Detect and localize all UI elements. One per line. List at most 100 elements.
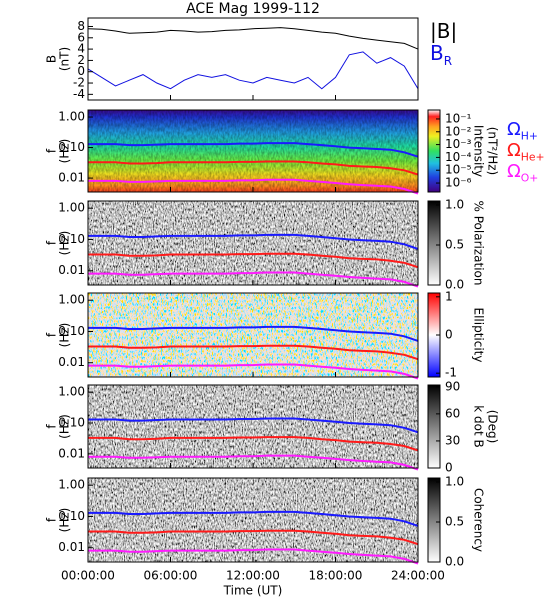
colorbar-tick-label: 10⁻⁶: [445, 176, 472, 190]
x-axis-label: Time (UT): [223, 584, 283, 598]
legend-entry: ΩO+: [507, 161, 538, 184]
colorbar-label: Ellipticity: [472, 308, 486, 363]
y-tick-label: 0.01: [58, 171, 85, 185]
y-tick-label: 1.00: [58, 201, 85, 215]
plot-frame: [87, 17, 419, 101]
colorbar-tick-label: 10⁻³: [445, 137, 472, 151]
y-axis-label: f: [45, 148, 59, 153]
legend-label: Ω: [507, 161, 521, 182]
legend-label: Ω: [507, 140, 521, 161]
y-axis-label: f: [45, 240, 59, 245]
series-line: [88, 252, 419, 269]
y-tick-label: 1.00: [58, 478, 85, 492]
series-line: [87, 27, 419, 50]
x-tick-label: 06:00:00: [144, 569, 198, 583]
y-axis-label: (nT): [58, 47, 72, 71]
colorbar-label: Coherency: [472, 488, 486, 552]
series-line: [88, 178, 419, 195]
colorbar-tick-label: 10⁻⁴: [445, 150, 472, 164]
y-tick-label: 0.10: [58, 232, 85, 246]
y-tick-label: 0.01: [58, 355, 85, 369]
colorbar-label: k dot B: [472, 405, 486, 447]
colorbar-tick-label: 1: [445, 289, 453, 303]
y-tick-label: 0.10: [58, 140, 85, 154]
x-tick-label: 00:00:00: [61, 569, 115, 583]
series-line: [88, 417, 419, 434]
y-tick-label: 0.01: [58, 540, 85, 554]
series-line: [88, 454, 419, 471]
colorbar-tick-label: 0: [445, 328, 453, 342]
legend-entry: BR: [430, 41, 452, 68]
y-tick-label: 0: [77, 64, 85, 78]
y-axis-label: B: [45, 55, 59, 63]
colorbar-tick-label: 10⁻⁵: [445, 163, 472, 177]
y-axis-label: (Hz): [58, 508, 72, 533]
colorbar-tick-label: 0.0: [445, 555, 464, 569]
colorbar-tick-label: 0.0: [445, 278, 464, 292]
y-tick-label: 0.01: [58, 446, 85, 460]
colorbar-label: (nT²/Hz): [486, 127, 500, 175]
legend-entry: ΩHe+: [507, 140, 545, 163]
y-tick-label: 1.00: [58, 110, 85, 124]
colorbar: [427, 384, 441, 469]
colorbar-tick-label: 0: [445, 461, 453, 475]
colorbar: [427, 200, 441, 286]
y-tick-label: 1.00: [58, 293, 85, 307]
x-tick-label: 18:00:00: [309, 569, 363, 583]
colorbar-tick-label: -1: [445, 366, 457, 380]
x-tick-label: 12:00:00: [226, 569, 280, 583]
y-tick-label: -4: [73, 87, 85, 101]
y-tick-label: 0.10: [58, 509, 85, 523]
spectrogram-image: [88, 293, 418, 377]
spectrogram-texture: [88, 110, 418, 192]
y-axis-label: (Hz): [58, 323, 72, 348]
y-tick-label: 1.00: [58, 385, 85, 399]
series-line: [88, 142, 419, 158]
series-line: [88, 344, 419, 361]
colorbar-tick-label: 90: [445, 379, 460, 393]
series-line: [88, 436, 419, 452]
series-line: [88, 529, 419, 546]
y-axis-label: (Hz): [58, 139, 72, 164]
y-tick-label: 2: [77, 53, 85, 67]
x-tick-label: 24:00:00: [391, 569, 445, 583]
y-tick-label: 6: [77, 30, 85, 44]
y-axis-label: f: [45, 517, 59, 522]
legend-subscript: O+: [521, 171, 539, 184]
series-line: [88, 363, 419, 380]
series-line: [88, 233, 419, 250]
colorbar-tick-label: 0.5: [445, 238, 464, 252]
series-line: [88, 548, 419, 565]
legend-entry: ΩH+: [507, 119, 538, 142]
series-line: [88, 271, 419, 288]
colorbar-label: % Polarization: [472, 201, 486, 286]
y-axis-label: f: [45, 332, 59, 337]
colorbar: [427, 477, 441, 563]
y-tick-label: 8: [77, 19, 85, 33]
colorbar-tick-label: 0.5: [445, 515, 464, 529]
colorbar-tick-label: 10⁻¹: [445, 111, 472, 125]
colorbar-tick-label: 30: [445, 433, 460, 447]
spectrogram-image: [88, 385, 418, 468]
spectrogram-image: [88, 201, 418, 285]
legend-subscript: R: [444, 54, 452, 68]
colorbar-tick-label: 10⁻²: [445, 124, 472, 138]
colorbar-tick-label: 60: [445, 406, 460, 420]
y-tick-label: 0.01: [58, 263, 85, 277]
series-line: [87, 51, 419, 90]
colorbar-label: (Deg): [486, 410, 500, 444]
series-line: [88, 510, 419, 527]
y-tick-label: 0.10: [58, 416, 85, 430]
y-axis-label: (Hz): [58, 231, 72, 256]
legend-label: |B|: [430, 19, 457, 43]
y-tick-label: -2: [73, 76, 85, 90]
y-tick-label: 0.10: [58, 324, 85, 338]
y-axis-label: (Hz): [58, 414, 72, 439]
chart-title: ACE Mag 1999-112: [186, 1, 320, 17]
legend-subscript: H+: [521, 129, 538, 142]
colorbar-tick-label: 1.0: [445, 475, 464, 489]
y-axis-label: f: [45, 424, 59, 429]
colorbar-label: Intensity: [472, 125, 486, 177]
series-line: [88, 325, 419, 342]
